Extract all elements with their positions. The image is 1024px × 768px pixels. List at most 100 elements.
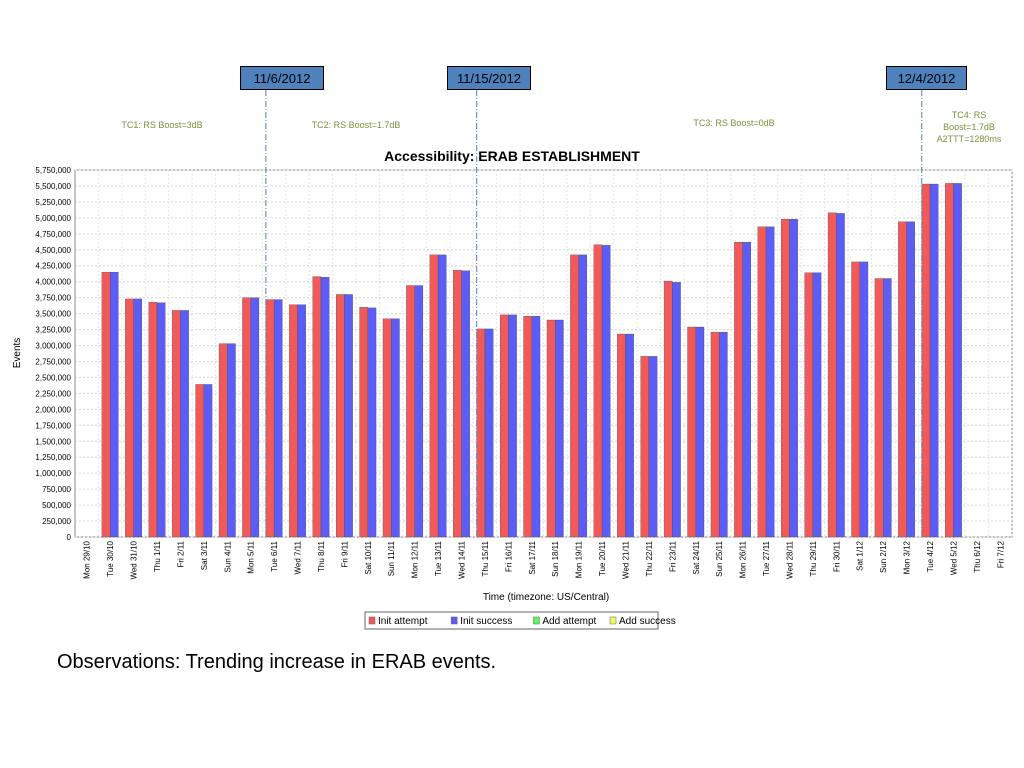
y-tick-label: 5,750,000 bbox=[35, 166, 71, 175]
legend-box bbox=[364, 611, 659, 630]
bar-init-attempt bbox=[687, 326, 696, 538]
y-tick-label: 4,000,000 bbox=[35, 278, 71, 287]
x-axis-label: Time (timezone: US/Central) bbox=[483, 592, 609, 603]
x-tick-label: Mon 29/10 bbox=[83, 540, 92, 578]
bar-init-attempt bbox=[640, 356, 650, 538]
bar-init-attempt bbox=[523, 316, 532, 538]
bar-init-attempt bbox=[335, 294, 345, 538]
x-tick-label: Fri 30/11 bbox=[832, 540, 841, 572]
observations-text: Observations: Trending increase in ERAB … bbox=[57, 651, 497, 673]
x-tick-label: Mon 26/11 bbox=[739, 540, 748, 578]
bar-init-attempt bbox=[804, 272, 814, 538]
date-marker-1: 11/6/2012 bbox=[240, 66, 324, 90]
bar-init-success bbox=[437, 254, 447, 538]
y-tick-label: 1,500,000 bbox=[35, 437, 71, 446]
bar-init-attempt bbox=[898, 221, 907, 538]
bar-init-attempt bbox=[827, 212, 837, 538]
bar-init-success bbox=[719, 331, 728, 538]
bar-init-attempt bbox=[546, 319, 556, 538]
bar-init-success bbox=[531, 316, 541, 538]
bar-init-success bbox=[906, 221, 915, 538]
bar-init-success bbox=[461, 270, 470, 538]
y-tick-label: 3,250,000 bbox=[35, 326, 71, 335]
x-tick-label: Wed 21/11 bbox=[621, 540, 630, 579]
bar-init-attempt bbox=[125, 298, 134, 538]
bar-init-success bbox=[836, 213, 845, 538]
y-tick-label: 1,000,000 bbox=[35, 469, 71, 478]
x-tick-label: Mon 12/11 bbox=[411, 540, 420, 578]
y-axis-ticks: 0 250,000 500,000 750,000 1,000,000 1,250,000… bbox=[35, 166, 71, 542]
bar-init-attempt bbox=[663, 280, 673, 538]
legend-swatch bbox=[533, 616, 540, 625]
bar-init-success bbox=[250, 297, 260, 538]
legend-label: Init success bbox=[460, 616, 512, 627]
chart-title: Accessibility: ERAB ESTABLISHMENT bbox=[384, 148, 640, 164]
bar-init-success bbox=[812, 272, 822, 538]
x-tick-label: Sat 24/11 bbox=[692, 540, 701, 574]
y-tick-label: 750,000 bbox=[42, 485, 71, 494]
bar-init-success bbox=[508, 314, 517, 538]
x-tick-label: Thu 6/12 bbox=[973, 540, 982, 572]
bar-init-attempt bbox=[453, 270, 462, 538]
x-tick-label: Thu 15/11 bbox=[481, 540, 490, 576]
x-tick-label: Sat 10/11 bbox=[364, 540, 373, 574]
x-tick-label: Wed 28/11 bbox=[785, 540, 794, 579]
bar-init-success bbox=[156, 302, 166, 538]
bar-init-attempt bbox=[617, 333, 626, 538]
bar-init-attempt bbox=[710, 331, 720, 538]
date-marker-2: 11/15/2012 bbox=[447, 66, 531, 90]
bar-init-success bbox=[578, 254, 588, 538]
bar-init-attempt bbox=[570, 254, 579, 538]
bar-init-success bbox=[227, 343, 236, 538]
x-tick-label: Sun 11/11 bbox=[387, 540, 396, 576]
x-tick-label: Thu 8/11 bbox=[317, 540, 326, 572]
bar-init-success bbox=[367, 307, 377, 538]
x-tick-label: Sun 4/11 bbox=[223, 540, 232, 572]
bar-init-attempt bbox=[289, 304, 298, 538]
x-tick-label: Tue 13/11 bbox=[434, 540, 443, 576]
x-tick-label: Fri 2/11 bbox=[176, 540, 185, 567]
bar-init-attempt bbox=[921, 183, 931, 538]
x-tick-label: Sat 17/11 bbox=[528, 540, 537, 574]
bar-init-success bbox=[344, 294, 353, 538]
bar-init-attempt bbox=[242, 297, 251, 538]
bar-init-success bbox=[695, 326, 705, 538]
y-tick-label: 3,750,000 bbox=[35, 294, 71, 303]
bar-init-attempt bbox=[148, 301, 158, 538]
bar-init-success bbox=[859, 261, 869, 538]
chart-legend: Init attempt Init success Add attempt Add s… bbox=[364, 611, 676, 630]
x-tick-label: Sun 18/11 bbox=[551, 540, 560, 576]
x-tick-label: Mon 3/12 bbox=[903, 540, 912, 574]
plot-area bbox=[74, 169, 1013, 538]
bar-init-success bbox=[765, 226, 775, 538]
bar-init-success bbox=[180, 310, 189, 538]
bar-init-attempt bbox=[101, 271, 111, 538]
bar-init-attempt bbox=[312, 276, 322, 538]
tc3-label: TC3: RS Boost=0dB bbox=[693, 118, 775, 128]
x-tick-label: Fri 23/11 bbox=[668, 540, 677, 572]
bar-init-attempt bbox=[265, 299, 275, 538]
bar-init-attempt bbox=[734, 241, 743, 538]
bar-init-attempt bbox=[359, 307, 368, 538]
bars bbox=[101, 183, 962, 538]
bar-init-attempt bbox=[593, 244, 603, 538]
bar-init-attempt bbox=[781, 218, 790, 538]
x-tick-label: Thu 22/11 bbox=[645, 540, 654, 576]
y-tick-label: 4,500,000 bbox=[35, 246, 71, 255]
y-tick-label: 2,750,000 bbox=[35, 357, 71, 366]
bar-init-success bbox=[109, 271, 119, 538]
bar-init-success bbox=[555, 319, 564, 538]
x-tick-label: Tue 4/12 bbox=[926, 540, 935, 572]
tc2-label: TC2: RS Boost=1.7dB bbox=[311, 120, 401, 130]
bar-init-success bbox=[203, 384, 213, 538]
bar-init-success bbox=[648, 356, 658, 538]
bar-init-attempt bbox=[218, 343, 228, 538]
date-marker-3: 12/4/2012 bbox=[886, 66, 967, 90]
bar-init-success bbox=[391, 318, 400, 538]
bar-init-success bbox=[883, 278, 892, 538]
y-tick-label: 3,000,000 bbox=[35, 342, 71, 351]
bar-init-success bbox=[484, 328, 494, 538]
bar-init-attempt bbox=[429, 254, 439, 538]
bar-init-attempt bbox=[172, 310, 181, 538]
bar-init-attempt bbox=[382, 318, 392, 538]
